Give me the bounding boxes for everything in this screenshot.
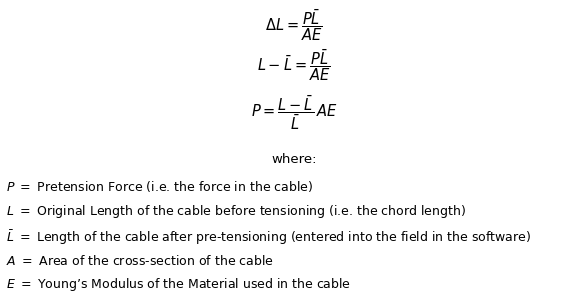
Text: $P = \dfrac{L - \bar{L}}{\bar{L}}\,AE$: $P = \dfrac{L - \bar{L}}{\bar{L}}\,AE$ <box>250 93 338 132</box>
Text: where:: where: <box>271 153 317 166</box>
Text: $\bar{L}$ $=$ Length of the cable after pre-tensioning (entered into the field i: $\bar{L}$ $=$ Length of the cable after … <box>6 229 531 247</box>
Text: $A$ $=$ Area of the cross-section of the cable: $A$ $=$ Area of the cross-section of the… <box>6 254 273 268</box>
Text: $L - \bar{L} = \dfrac{P\bar{L}}{AE}$: $L - \bar{L} = \dfrac{P\bar{L}}{AE}$ <box>258 48 330 84</box>
Text: $P$ $=$ Pretension Force (i.e. the force in the cable): $P$ $=$ Pretension Force (i.e. the force… <box>6 179 313 194</box>
Text: $L$ $=$ Original Length of the cable before tensioning (i.e. the chord length): $L$ $=$ Original Length of the cable bef… <box>6 203 466 220</box>
Text: $E$ $=$ Young’s Modulus of the Material used in the cable: $E$ $=$ Young’s Modulus of the Material … <box>6 276 351 292</box>
Text: $\Delta L = \dfrac{P\bar{L}}{AE}$: $\Delta L = \dfrac{P\bar{L}}{AE}$ <box>265 7 323 43</box>
